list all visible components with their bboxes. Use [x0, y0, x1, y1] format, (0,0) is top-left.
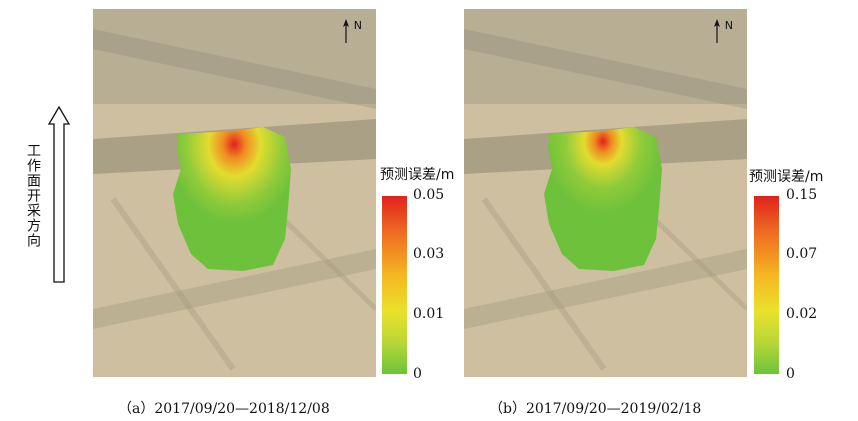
colorbar-a-tick-min: 0 — [413, 366, 422, 382]
map-panel-b: N — [464, 9, 747, 377]
colorbar-a-tick-3: 0.01 — [413, 306, 445, 322]
satellite-basemap-b — [464, 9, 747, 377]
colorbar-b-gradient — [754, 196, 779, 374]
north-arrow-icon-a — [343, 19, 349, 43]
north-label-b: N — [724, 19, 733, 32]
colorbar-a-tick-2: 0.03 — [413, 246, 445, 262]
mining-direction-arrow-icon — [48, 106, 70, 283]
colorbar-b-tick-3: 0.02 — [786, 306, 818, 322]
colorbar-b — [754, 196, 779, 374]
colorbar-a-title: 预测误差/m — [380, 167, 455, 183]
colorbar-b-tick-2: 0.07 — [786, 246, 818, 262]
satellite-basemap-a — [93, 9, 376, 377]
map-panel-a: N — [93, 9, 376, 377]
caption-b: （b）2017/09/20—2019/02/18 — [489, 401, 702, 417]
colorbar-b-title: 预测误差/m — [749, 169, 824, 185]
mining-direction-label: 工作面开采方向 — [25, 143, 41, 248]
colorbar-a-gradient — [382, 196, 407, 374]
north-arrow-icon-b — [714, 19, 720, 43]
colorbar-a — [382, 196, 407, 374]
colorbar-b-tick-min: 0 — [786, 366, 795, 382]
north-label-a: N — [353, 19, 362, 32]
colorbar-a-tick-max: 0.05 — [413, 187, 445, 203]
colorbar-b-tick-max: 0.15 — [786, 187, 818, 203]
caption-a: （a）2017/09/20—2018/12/08 — [118, 401, 330, 417]
